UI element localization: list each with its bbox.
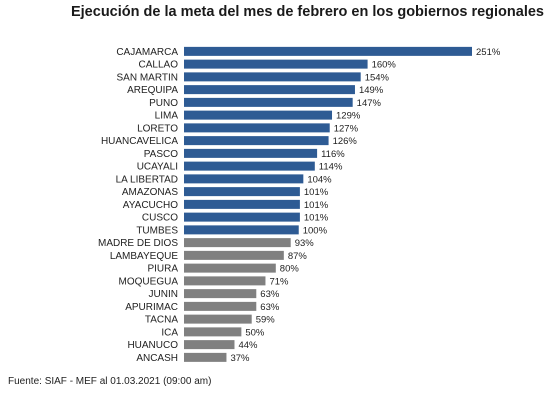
category-label-arequipa: AREQUIPA: [127, 85, 178, 96]
value-label-ayacucho: 101%: [304, 200, 329, 211]
category-label-pasco: PASCO: [144, 149, 178, 160]
value-label-lima: 129%: [336, 111, 361, 122]
bar-amazonas: [184, 187, 300, 197]
value-label-cajamarca: 251%: [476, 47, 501, 58]
bar-cajamarca: [184, 46, 472, 56]
category-label-amazonas: AMAZONAS: [122, 187, 178, 198]
category-label-lima: LIMA: [155, 111, 179, 122]
category-label-tacna: TACNA: [145, 315, 178, 326]
bar-huanuco: [184, 340, 235, 350]
category-label-callao: CALLAO: [139, 60, 179, 71]
bar-ucayali: [184, 161, 315, 171]
bar-cusco: [184, 212, 300, 222]
bar-ica: [184, 327, 242, 337]
category-label-tumbes: TUMBES: [136, 225, 178, 236]
category-label-huancavelica: HUANCAVELICA: [101, 136, 178, 147]
value-label-ancash: 37%: [230, 353, 250, 364]
bar-tumbes: [184, 225, 299, 235]
bar-tacna: [184, 314, 252, 324]
value-label-huancavelica: 126%: [333, 136, 358, 147]
bar-lima: [184, 110, 333, 120]
value-label-piura: 80%: [280, 264, 300, 275]
value-label-tacna: 59%: [256, 315, 276, 326]
category-label-ucayali: UCAYALI: [137, 162, 178, 173]
category-label-ayacucho: AYACUCHO: [123, 200, 178, 211]
category-label-moquegua: MOQUEGUA: [119, 276, 179, 287]
value-label-la-libertad: 104%: [307, 174, 332, 185]
value-label-loreto: 127%: [334, 123, 359, 134]
bar-madre-de-dios: [184, 238, 291, 248]
bar-arequipa: [184, 85, 355, 95]
category-label-madre-de-dios: MADRE DE DIOS: [98, 238, 178, 249]
category-label-san-martin: SAN MARTIN: [117, 72, 179, 83]
value-label-ucayali: 114%: [319, 162, 343, 173]
category-label-ica: ICA: [161, 327, 178, 338]
category-label-ancash: ANCASH: [136, 353, 178, 364]
category-label-apurimac: APURIMAC: [125, 302, 178, 313]
value-label-pasco: 116%: [321, 149, 345, 160]
category-label-loreto: LORETO: [137, 123, 178, 134]
value-label-junin: 63%: [260, 289, 280, 300]
category-label-piura: PIURA: [147, 264, 178, 275]
value-label-apurimac: 63%: [260, 302, 280, 313]
value-label-madre-de-dios: 93%: [295, 238, 315, 249]
bar-ancash: [184, 352, 227, 362]
bar-apurimac: [184, 301, 257, 311]
bar-moquegua: [184, 276, 266, 286]
value-label-cusco: 101%: [304, 213, 329, 224]
source-note: Fuente: SIAF - MEF al 01.03.2021 (09:00 …: [8, 376, 212, 387]
bar-la-libertad: [184, 174, 304, 184]
value-label-lambayeque: 87%: [288, 251, 308, 262]
bar-ayacucho: [184, 199, 300, 209]
bar-callao: [184, 59, 368, 69]
category-label-lambayeque: LAMBAYEQUE: [110, 251, 178, 262]
category-label-cajamarca: CAJAMARCA: [116, 47, 178, 58]
value-label-tumbes: 100%: [303, 225, 328, 236]
bar-san-martin: [184, 72, 361, 82]
bar-huancavelica: [184, 136, 329, 146]
value-label-moquegua: 71%: [269, 276, 289, 287]
value-label-arequipa: 149%: [359, 85, 384, 96]
value-label-huanuco: 44%: [238, 340, 258, 351]
value-label-san-martin: 154%: [365, 72, 390, 83]
bar-puno: [184, 97, 353, 107]
bar-junin: [184, 289, 257, 299]
bar-loreto: [184, 123, 330, 133]
category-label-puno: PUNO: [149, 98, 178, 109]
category-label-cusco: CUSCO: [142, 213, 178, 224]
bar-pasco: [184, 148, 318, 158]
bar-piura: [184, 263, 276, 273]
category-label-junin: JUNIN: [149, 289, 178, 300]
bar-lambayeque: [184, 250, 284, 260]
chart-title: Ejecución de la meta del mes de febrero …: [70, 4, 544, 20]
value-label-amazonas: 101%: [304, 187, 329, 198]
value-label-ica: 50%: [245, 327, 265, 338]
category-label-huanuco: HUANUCO: [127, 340, 178, 351]
value-label-callao: 160%: [372, 60, 397, 71]
value-label-puno: 147%: [357, 98, 382, 109]
category-label-la-libertad: LA LIBERTAD: [116, 174, 178, 185]
